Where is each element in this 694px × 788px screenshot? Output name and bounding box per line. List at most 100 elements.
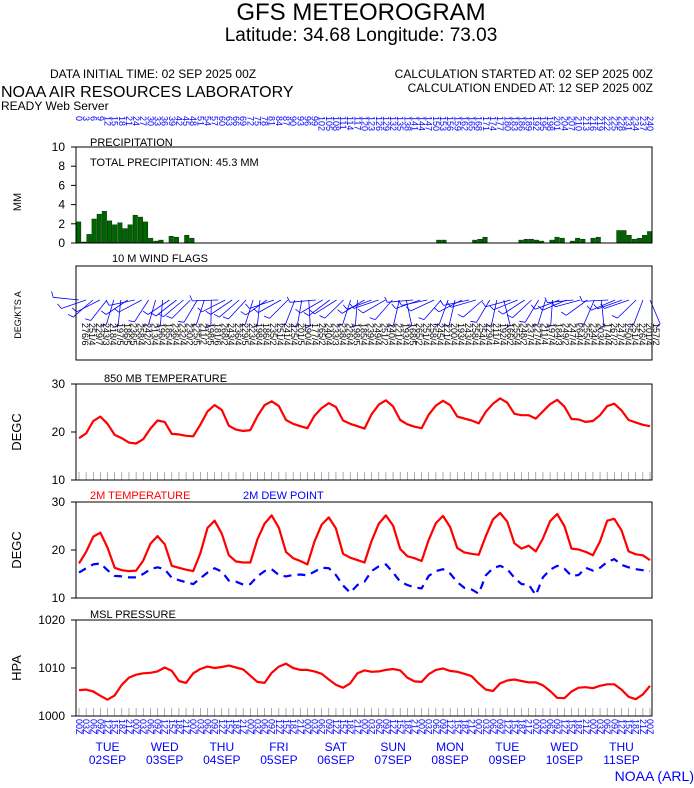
- hour-label-bottom: 00Z: [417, 719, 427, 735]
- wind-label: 203/4: [595, 323, 605, 346]
- hour-label-top: 210: [574, 116, 584, 131]
- wind-label: 184/3: [554, 323, 564, 346]
- wind-flag: [303, 312, 310, 316]
- wind-label: 268/2: [219, 323, 229, 346]
- wind-flag: [470, 320, 477, 323]
- wind-barb: [401, 299, 428, 306]
- wind-label: 193/4: [456, 323, 466, 346]
- hour-label-top: 57: [210, 116, 220, 126]
- hour-label-bottom: 21Z: [581, 719, 591, 735]
- wind-flag: [443, 324, 450, 327]
- hour-label-top: 201: [552, 116, 562, 131]
- hour-label-bottom: 15Z: [452, 719, 462, 735]
- wind-flag: [142, 324, 149, 326]
- wind-barb: [597, 299, 623, 310]
- hour-label-top: 24: [131, 116, 141, 126]
- hour-label-top: 189: [524, 116, 534, 131]
- hour-label-bottom: 09Z: [495, 719, 505, 735]
- wind-flag: [439, 300, 444, 306]
- hour-label-top: 60: [217, 116, 227, 126]
- wind-flag: [507, 314, 513, 319]
- hour-label-bottom: 21Z: [124, 719, 134, 735]
- wind-barb: [633, 299, 644, 325]
- precip-bar: [528, 238, 534, 244]
- calc-ended: CALCULATION ENDED AT: 12 SEP 2025 00Z: [408, 81, 653, 95]
- wind-label: 221/4: [393, 323, 403, 346]
- wind-barb: [105, 299, 115, 326]
- wind-label: 239/4: [366, 323, 376, 346]
- hour-label-top: 27: [138, 116, 148, 126]
- mslp-series: [78, 662, 651, 701]
- hour-label-top: 240: [645, 116, 655, 131]
- hour-label-top: 84: [274, 116, 284, 126]
- wind-title: 10 M WIND FLAGS: [112, 253, 208, 265]
- mslp-frame: [75, 619, 653, 717]
- hour-label-bottom: 00Z: [131, 719, 141, 735]
- wind-barb: [155, 299, 177, 317]
- wind-barb: [353, 299, 379, 309]
- wind-flag: [105, 300, 110, 306]
- wind-flag: [405, 306, 411, 312]
- hour-label-top: 228: [617, 116, 627, 131]
- hour-label-bottom: 15Z: [338, 719, 348, 735]
- wind-label: 225/5: [191, 323, 201, 346]
- wind-barb: [159, 299, 163, 326]
- wind-barb: [537, 299, 546, 326]
- t2m-series: [78, 511, 651, 597]
- precip-y-ticks: 0 2 4 6 8 10: [52, 140, 76, 250]
- precip-bar: [173, 236, 179, 244]
- mslp-title: MSL PRESSURE: [90, 609, 176, 621]
- hour-label-bottom: 15Z: [281, 719, 291, 735]
- t850-ylabel: DEGC: [9, 413, 24, 451]
- wind-barb: [148, 299, 156, 326]
- wind-flag: [519, 320, 526, 323]
- hour-label-bottom: 21Z: [524, 719, 534, 735]
- wind-barb: [210, 299, 233, 315]
- hour-label-top: 168: [474, 116, 484, 131]
- wind-barb: [285, 299, 296, 325]
- hour-label-bottom: 00Z: [474, 719, 484, 735]
- wind-barb: [61, 299, 87, 309]
- precip-bar: [189, 237, 195, 244]
- y-tick-label: 6: [58, 178, 65, 192]
- hour-label-bottom: 09Z: [552, 719, 562, 735]
- hour-label-top: 180: [502, 116, 512, 131]
- wind-flag: [240, 311, 246, 316]
- credit: NOAA (ARL): [615, 768, 694, 784]
- day-name: WED: [550, 740, 578, 754]
- y-tick-label: 30: [52, 377, 66, 391]
- wind-flag: [489, 305, 494, 310]
- wind-barb: [171, 299, 191, 319]
- wind-label: 250/4: [623, 323, 633, 346]
- hour-label-bottom: 15Z: [624, 719, 634, 735]
- precip-frame: [75, 146, 653, 244]
- wind-barb: [503, 299, 511, 326]
- t2m-frame: [75, 501, 653, 599]
- wind-barb: [76, 299, 101, 313]
- wind-label: 197/4: [547, 323, 557, 346]
- forecast-hours-top: 0369121518212427303336394245485154576063…: [74, 116, 655, 131]
- wind-barb: [600, 299, 605, 326]
- hour-label-bottom: 18Z: [231, 719, 241, 735]
- wind-flag: [309, 309, 315, 315]
- precip-bar: [112, 224, 118, 244]
- wind-barb: [512, 299, 532, 318]
- wind-barb: [591, 299, 616, 311]
- wind-label: 192/4: [498, 323, 508, 346]
- hour-label-bottom: 12Z: [331, 719, 341, 735]
- hour-label-top: 222: [602, 116, 612, 131]
- wind-barb: [308, 299, 330, 316]
- dewpoint-line: [78, 557, 651, 597]
- wind-label: 197/5: [115, 323, 125, 346]
- wind-flag: [253, 308, 259, 313]
- y-tick-label: 10: [52, 140, 66, 154]
- wind-flag: [387, 324, 394, 327]
- wind-label: 213/4: [150, 323, 160, 346]
- day-date: 05SEP: [260, 753, 297, 767]
- wind-flag: [158, 313, 164, 318]
- wind-barb: [617, 299, 637, 319]
- wind-flag: [593, 304, 599, 310]
- wind-flag: [544, 325, 551, 329]
- wind-label: 242/2: [143, 323, 153, 346]
- precip-bar: [636, 237, 642, 244]
